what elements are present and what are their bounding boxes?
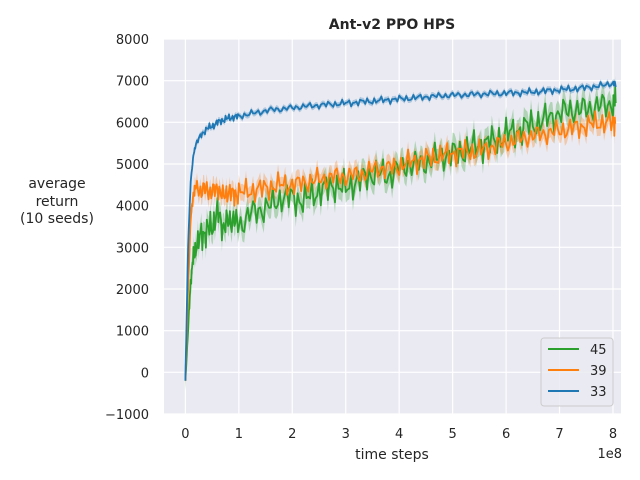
y-tick-label: 7000 [116,75,149,90]
x-tick-label: 7 [555,427,563,442]
x-tick-label: 2 [288,427,296,442]
x-tick-label: 6 [502,427,510,442]
legend-entry-33: 33 [548,385,607,400]
legend-entry-39: 39 [548,364,607,379]
y-tick-label: −1000 [105,408,149,423]
x-tick-label: 0 [181,427,189,442]
y-tick-label: 1000 [116,325,149,340]
x-tick-label: 5 [448,427,456,442]
y-tick-label: 5000 [116,158,149,173]
series-line-33 [184,80,617,381]
legend-frame [540,337,614,407]
series-line-39 [184,110,617,381]
y-axis-label-line-3: (10 seeds) [20,211,94,227]
x-tick-label: 3 [342,427,350,442]
x-offset-label: 1e8 [597,447,622,462]
x-axis-label: time steps [355,447,429,463]
x-tick-label: 1 [235,427,243,442]
y-axis-label-line-2: return [36,194,79,210]
y-tick-label: 3000 [116,241,149,256]
y-tick-label: 4000 [116,200,149,215]
legend: 45 39 33 [540,337,614,407]
y-axis-label-line-1: average [28,176,85,192]
x-tick-label: 4 [395,427,403,442]
y-tick-label: 6000 [116,116,149,131]
y-tick-label: 8000 [116,33,149,48]
y-axis-ticks: −1000 0 1000 2000 3000 4000 5000 6000 7000 8000 [105,33,149,423]
x-axis-ticks: 0 1 2 3 4 5 6 7 8 [181,427,617,442]
chart-title: Ant-v2 PPO HPS [329,17,455,33]
y-tick-label: 2000 [116,283,149,298]
legend-label-39: 39 [590,364,607,379]
legend-entry-45: 45 [548,343,607,358]
y-tick-label: 0 [141,366,149,381]
legend-label-33: 33 [590,385,607,400]
confidence-band-45 [185,75,616,392]
series-lines [184,80,617,381]
x-tick-label: 8 [609,427,617,442]
legend-label-45: 45 [590,343,607,358]
y-axis-label: average return (10 seeds) [20,176,94,227]
